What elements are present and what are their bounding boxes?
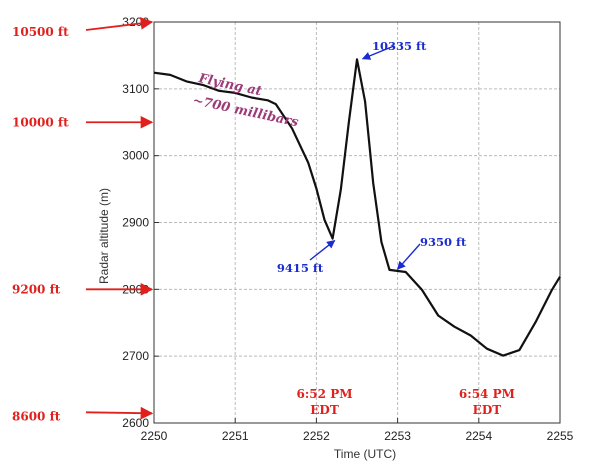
left-altitude-arrow [85, 17, 154, 31]
x-tick-label: 2252 [303, 429, 330, 443]
point-annotation-label: 9415 ft [277, 261, 324, 275]
left-altitude-arrow [85, 406, 154, 420]
x-tick-label: 2251 [222, 429, 249, 443]
left-altitude-label: 10500 ft [12, 25, 69, 39]
point-annotation-label: 9350 ft [420, 235, 467, 249]
point-annotation-arrow [361, 45, 395, 60]
left-altitude-label: 10000 ft [12, 115, 69, 129]
y-tick-label: 2700 [122, 349, 149, 363]
x-tick-label: 2255 [547, 429, 574, 443]
y-tick-label: 3100 [122, 82, 149, 96]
series-line-altitude [153, 58, 561, 357]
time-note-line2: EDT [310, 403, 339, 417]
left-altitude-label: 9200 ft [12, 282, 61, 296]
time-annotations: 6:52 PM EDT 6:54 PM EDT [297, 387, 515, 417]
y-axis-label: Radar altitude (m) [97, 188, 111, 284]
y-tick-label: 2900 [122, 216, 149, 230]
x-tick-label: 2253 [384, 429, 411, 443]
time-note-line1: 6:54 PM [459, 387, 515, 401]
x-axis-label: Time (UTC) [334, 447, 396, 461]
point-annotation-arrow [396, 243, 421, 270]
point-annotation-arrow [309, 239, 336, 261]
y-tick-label: 3000 [122, 149, 149, 163]
time-note-line2: EDT [473, 403, 502, 417]
y-tick-label: 2600 [122, 416, 149, 430]
flight-note-line2: ~700 millibars [191, 93, 300, 130]
x-tick-label: 2250 [141, 429, 168, 443]
time-note-line1: 6:52 PM [297, 387, 353, 401]
x-tick-label: 2254 [465, 429, 492, 443]
left-altitude-annotations: 10500 ft 10000 ft 9200 ft 8600 ft [12, 17, 154, 423]
x-axis-ticks: 2250 2251 2252 2253 2254 2255 [141, 418, 574, 443]
left-altitude-label: 8600 ft [12, 409, 61, 423]
